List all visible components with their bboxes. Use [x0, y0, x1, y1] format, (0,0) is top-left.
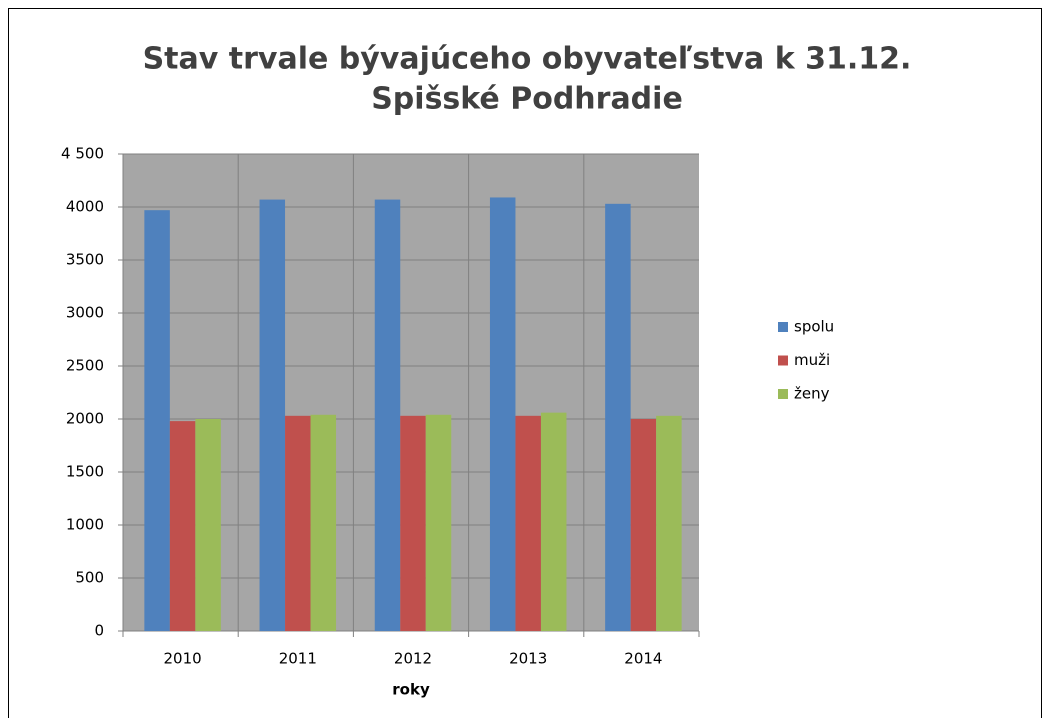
- bar: [656, 415, 682, 631]
- chart-title: Spišské Podhradie: [371, 82, 683, 117]
- bar: [489, 197, 516, 631]
- y-tick-label: 3500: [66, 251, 104, 269]
- legend-swatch: [778, 389, 788, 399]
- bar: [144, 210, 170, 631]
- y-tick-label: 4000: [66, 198, 104, 216]
- bar: [374, 199, 401, 631]
- x-axis-label: roky: [392, 681, 430, 699]
- bar: [310, 414, 337, 631]
- bar: [630, 419, 657, 631]
- bar: [169, 421, 196, 631]
- legend-label: ženy: [794, 385, 830, 403]
- y-tick-label: 500: [75, 569, 104, 587]
- bar: [195, 419, 221, 631]
- y-tick-label: 2500: [66, 357, 104, 375]
- bar: [285, 415, 311, 631]
- bar: [400, 415, 426, 631]
- x-tick-label: 2012: [394, 650, 432, 668]
- y-tick-label: 4 500: [61, 145, 104, 163]
- y-tick-label: 1000: [66, 516, 104, 534]
- y-tick-label: 3000: [66, 304, 104, 322]
- bar: [425, 414, 452, 631]
- chart-title: Stav trvale bývajúceho obyvateľstva k 31…: [143, 42, 912, 77]
- bar: [515, 415, 541, 631]
- legend-label: muži: [794, 351, 830, 369]
- bar: [605, 203, 631, 631]
- bar: [259, 199, 286, 631]
- legend-swatch: [778, 322, 788, 332]
- bar: [540, 412, 567, 631]
- y-tick-label: 1500: [66, 463, 104, 481]
- x-tick-label: 2011: [279, 650, 317, 668]
- x-tick-label: 2014: [624, 650, 662, 668]
- y-tick-label: 0: [94, 622, 104, 640]
- y-tick-label: 2000: [66, 410, 104, 428]
- legend-label: spolu: [794, 318, 834, 336]
- x-tick-label: 2010: [164, 650, 202, 668]
- legend-swatch: [778, 355, 788, 366]
- x-tick-label: 2013: [509, 650, 547, 668]
